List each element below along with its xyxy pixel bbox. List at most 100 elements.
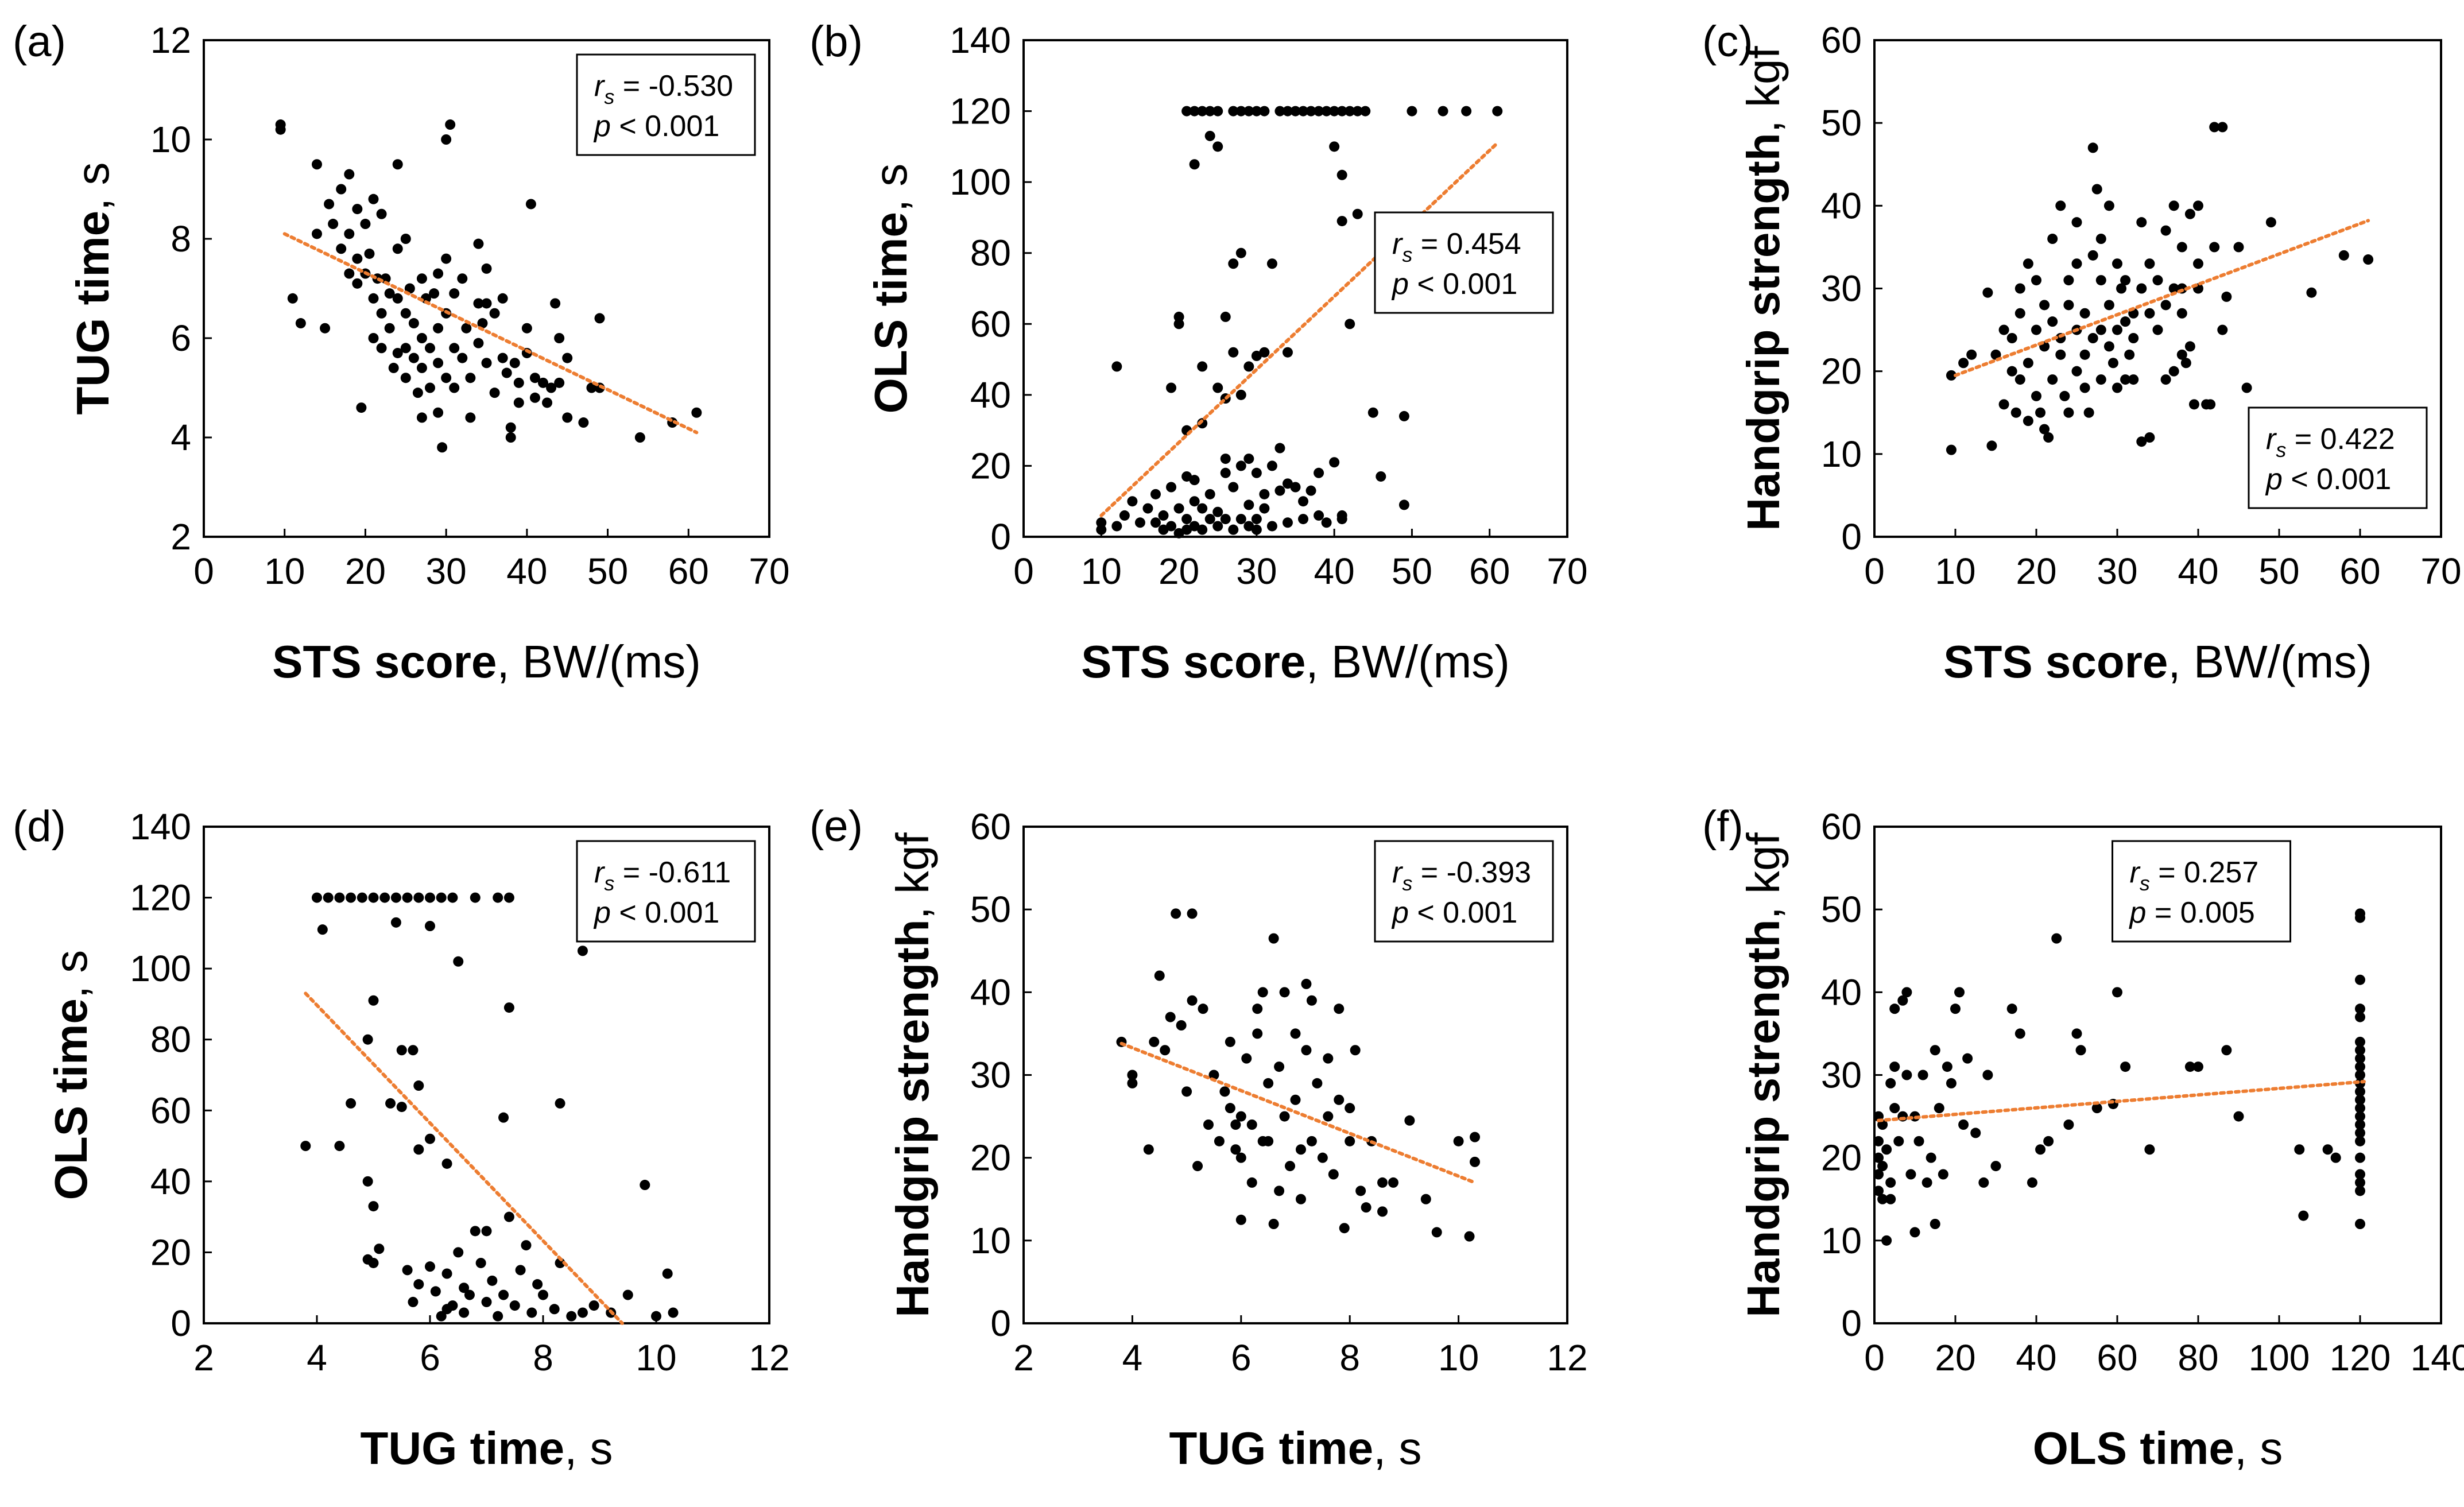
data-point	[475, 1257, 486, 1268]
x-tick-label: 70	[1547, 551, 1587, 592]
chart-panel-1: 0 10 20 30 40 50 60 70 2 4 6 8 10 12 (a) STS score, BW/…	[13, 17, 790, 687]
data-point	[2128, 374, 2139, 385]
data-point	[346, 1098, 357, 1109]
data-point	[1192, 1161, 1203, 1172]
data-point	[473, 298, 484, 309]
data-point	[344, 268, 355, 279]
data-point	[2120, 316, 2131, 327]
data-point	[1220, 311, 1231, 322]
data-point	[2014, 283, 2025, 294]
data-point	[1220, 467, 1231, 478]
data-point	[384, 288, 395, 299]
data-point	[651, 1311, 661, 1322]
data-point	[1181, 106, 1192, 117]
data-point	[1251, 467, 1262, 478]
data-point	[1885, 1194, 1896, 1204]
data-point	[1464, 1231, 1475, 1242]
data-point	[1189, 475, 1200, 486]
data-point	[1942, 1062, 1952, 1072]
data-point	[2144, 1144, 2155, 1155]
data-point	[1336, 169, 1347, 180]
data-point	[1934, 1103, 1944, 1114]
y-tick-label: 60	[1821, 806, 1862, 847]
data-point	[562, 412, 573, 423]
data-point	[1257, 987, 1268, 998]
data-point	[2006, 333, 2017, 343]
data-point	[2160, 374, 2171, 385]
x-tick-label: 140	[2411, 1337, 2464, 1378]
stat-r: rs = -0.611	[594, 856, 731, 895]
y-tick-label: 12	[150, 20, 191, 61]
data-point	[489, 388, 500, 398]
data-point	[1150, 489, 1161, 499]
data-point	[1173, 311, 1184, 322]
data-point	[1873, 1136, 1884, 1146]
data-point	[1420, 1194, 1431, 1204]
data-point	[1274, 1186, 1285, 1196]
x-tick-label: 60	[668, 551, 709, 592]
data-point	[402, 1265, 413, 1276]
data-point	[2322, 1144, 2333, 1155]
data-point	[449, 343, 460, 354]
chart-panel-3: 0 10 20 30 40 50 60 70 0 10 20 30 40 50 60 (c) STS score…	[1702, 17, 2462, 687]
data-point	[2221, 1045, 2232, 1056]
data-point	[1885, 1177, 1896, 1188]
data-point	[441, 1158, 452, 1169]
data-point	[1252, 1004, 1263, 1014]
data-point	[416, 362, 427, 373]
data-point	[1998, 324, 2009, 335]
data-point	[392, 243, 403, 254]
data-point	[2176, 242, 2187, 253]
data-point	[538, 377, 548, 388]
data-point	[1143, 1144, 1154, 1155]
data-point	[2087, 250, 2098, 261]
data-point	[2087, 142, 2098, 153]
data-point	[384, 323, 395, 334]
data-point	[1230, 1144, 1241, 1155]
data-point	[1329, 141, 1340, 152]
data-point	[388, 362, 399, 373]
data-point	[2355, 1177, 2365, 1188]
data-point	[1470, 1156, 1481, 1167]
data-point	[413, 1144, 424, 1155]
data-point	[2103, 200, 2114, 211]
data-point	[487, 1275, 498, 1286]
data-point	[392, 293, 403, 304]
data-point	[1096, 517, 1107, 528]
data-point	[668, 1307, 679, 1318]
data-point	[1314, 106, 1324, 117]
data-point	[1181, 514, 1192, 525]
data-point	[2355, 1119, 2365, 1130]
y-tick-label: 20	[1821, 1137, 1862, 1179]
stat-p: p < 0.001	[2265, 463, 2391, 496]
data-point	[2043, 1136, 2054, 1146]
data-point	[2355, 1128, 2365, 1138]
data-point	[1889, 1062, 1900, 1072]
data-point	[1323, 1053, 1334, 1064]
data-point	[1877, 1161, 1888, 1172]
data-point	[1197, 524, 1208, 535]
data-point	[1268, 933, 1279, 944]
data-point	[2014, 1028, 2025, 1039]
y-tick-label: 40	[1821, 971, 1862, 1013]
data-point	[2120, 275, 2131, 286]
data-point	[1881, 1144, 1892, 1155]
data-point	[1885, 1078, 1896, 1088]
data-point	[2355, 974, 2365, 985]
stat-p: p = 0.005	[2129, 896, 2255, 929]
x-tick-label: 4	[1122, 1337, 1143, 1378]
data-point	[554, 377, 565, 388]
data-point	[312, 892, 322, 903]
data-point	[334, 892, 345, 903]
data-point	[1165, 1012, 1176, 1022]
x-tick-label: 30	[426, 551, 467, 592]
data-point	[1990, 1161, 2001, 1172]
data-point	[501, 367, 512, 378]
data-point	[2136, 283, 2147, 294]
data-point	[503, 1002, 514, 1013]
data-points	[1946, 122, 2374, 455]
data-point	[1398, 410, 1409, 421]
